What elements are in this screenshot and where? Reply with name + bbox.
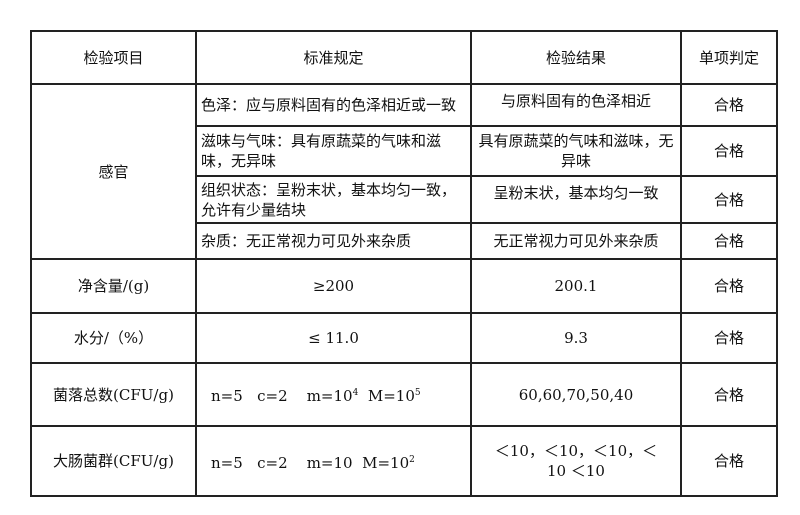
m-value: m=10: [306, 453, 353, 472]
standard-cell: ≥200: [195, 258, 472, 314]
standard-cell: ≤ 11.0: [195, 312, 472, 364]
result-cell: 与原料固有的色泽相近: [470, 83, 682, 127]
verdict-cell: 合格: [680, 312, 778, 364]
result-cell: 60,60,70,50,40: [470, 362, 682, 427]
header-row: 检验项目 标准规定 检验结果 单项判定: [30, 30, 778, 85]
result-cell: ＜10，＜10，＜10，＜10 ＜10: [470, 425, 682, 497]
verdict-cell: 合格: [680, 83, 778, 127]
result-cell: 具有原蔬菜的气味和滋味，无异味: [470, 125, 682, 177]
result-cell: 9.3: [470, 312, 682, 364]
c-value: c=2: [257, 387, 288, 405]
inspection-table: 检验项目 标准规定 检验结果 单项判定 感官 色泽：应与原料固有的色泽相近或一致…: [30, 30, 778, 497]
verdict-cell: 合格: [680, 125, 778, 177]
standard-cell: 杂质：无正常视力可见外来杂质: [195, 222, 472, 260]
table-row: 滋味与气味：具有原蔬菜的气味和滋味，无异味 具有原蔬菜的气味和滋味，无异味 合格: [31, 125, 778, 177]
header-result: 检验结果: [470, 30, 682, 85]
result-cell: 呈粉末状，基本均匀一致: [470, 175, 682, 224]
standard-cell: n=5 c=2 m=10 M=102: [195, 425, 472, 497]
result-cell: 无正常视力可见外来杂质: [470, 222, 682, 260]
verdict-cell: 合格: [680, 222, 778, 260]
standard-cell: 组织状态：呈粉末状，基本均匀一致，允许有少量结块: [195, 175, 472, 224]
m-exponent: 4: [352, 388, 359, 398]
item-cell: 大肠菌群(CFU/g): [30, 425, 197, 497]
standard-cell: 滋味与气味：具有原蔬菜的气味和滋味，无异味: [195, 125, 472, 177]
M-exponent: 2: [409, 454, 415, 465]
header-item: 检验项目: [30, 30, 197, 85]
n-value: n=5: [211, 387, 243, 405]
item-cell: 菌落总数(CFU/g): [30, 362, 197, 427]
table-row: 水分/（%） ≤ 11.0 9.3 合格: [30, 312, 778, 364]
table-row: 净含量/(g) ≥200 200.1 合格: [30, 258, 778, 314]
verdict-cell: 合格: [680, 175, 778, 224]
verdict-cell: 合格: [680, 362, 778, 427]
table-row: 组织状态：呈粉末状，基本均匀一致，允许有少量结块 呈粉末状，基本均匀一致 合格: [31, 175, 778, 224]
table-row: 菌落总数(CFU/g) n=5 c=2 m=104 M=105 60,60,70…: [30, 362, 778, 427]
sensory-label: 感官: [30, 83, 197, 260]
verdict-cell: 合格: [680, 258, 778, 314]
standard-cell: n=5 c=2 m=104 M=105: [195, 362, 472, 427]
item-cell: 净含量/(g): [30, 258, 197, 314]
table-row: 杂质：无正常视力可见外来杂质 无正常视力可见外来杂质 合格: [31, 222, 778, 260]
header-verdict: 单项判定: [680, 30, 778, 85]
table-row: 大肠菌群(CFU/g) n=5 c=2 m=10 M=102 ＜10，＜10，＜…: [30, 425, 778, 497]
M-value: M=10: [367, 387, 415, 405]
n-value: n=5: [211, 453, 243, 472]
item-cell: 水分/（%）: [30, 312, 197, 364]
header-standard: 标准规定: [195, 30, 472, 85]
M-exponent: 5: [414, 388, 421, 398]
verdict-cell: 合格: [680, 425, 778, 497]
result-cell: 200.1: [470, 258, 682, 314]
m-value: m=10: [306, 387, 353, 405]
table-row: 感官 色泽：应与原料固有的色泽相近或一致 与原料固有的色泽相近 合格: [30, 83, 778, 260]
c-value: c=2: [257, 453, 288, 472]
M-value: M=10: [362, 453, 410, 472]
standard-cell: 色泽：应与原料固有的色泽相近或一致: [195, 83, 472, 127]
